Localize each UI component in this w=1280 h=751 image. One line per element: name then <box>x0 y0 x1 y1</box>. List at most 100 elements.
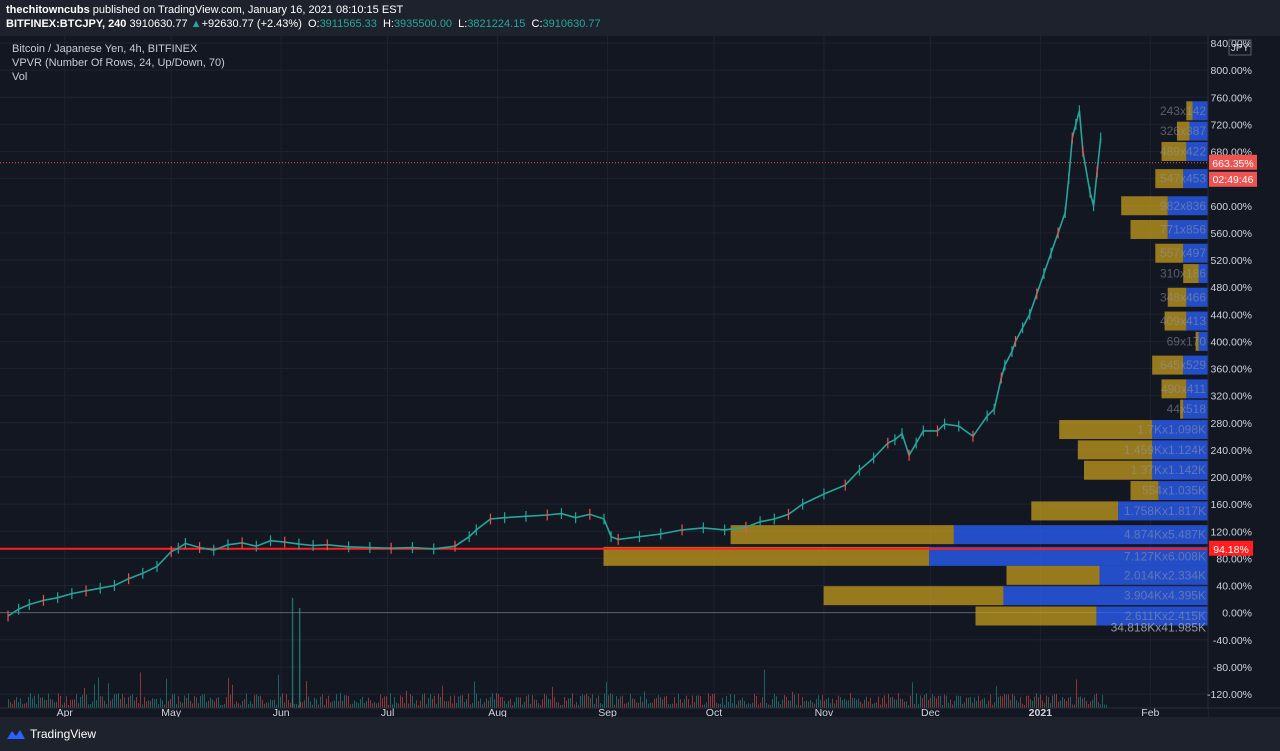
volume-bar <box>1002 696 1003 708</box>
volume-bar <box>288 700 289 708</box>
volume-profile-up-bar <box>1003 586 1208 606</box>
volume-bar <box>1014 695 1015 708</box>
volume-bar <box>470 704 471 708</box>
chart-area[interactable]: 243x142 326x387 489x422 547x453 982x836 771x8… <box>0 36 1280 719</box>
legend-indicator[interactable]: VPVR (Number Of Rows, 24, Up/Down, 70) <box>12 57 225 69</box>
volume-bar <box>402 696 403 708</box>
volume-bar <box>108 683 109 708</box>
volume-bar <box>446 701 447 708</box>
countdown-label: 02:49:46 <box>1213 174 1254 186</box>
volume-bar <box>14 700 15 708</box>
volume-profile-label: 2.014Kx2.334K <box>1124 568 1206 582</box>
volume-bar <box>200 695 201 708</box>
volume-bar <box>578 704 579 708</box>
volume-bar <box>178 696 179 708</box>
volume-bar <box>820 699 821 708</box>
volume-bar <box>442 685 443 708</box>
volume-bar <box>898 693 899 708</box>
volume-bar <box>756 696 757 708</box>
volume-bar <box>112 698 113 708</box>
volume-bar <box>212 699 213 708</box>
current-price-badge <box>1209 154 1257 170</box>
volume-bar <box>154 699 155 708</box>
volume-bar <box>148 700 149 708</box>
volume-bar <box>220 704 221 708</box>
volume-bar <box>494 699 495 708</box>
tradingview-logo-icon <box>7 730 25 739</box>
volume-bar <box>420 700 421 708</box>
y-axis-tick-label: 280.00% <box>1211 418 1252 430</box>
volume-bar <box>310 701 311 708</box>
volume-bar <box>720 703 721 708</box>
volume-profile-down-bar <box>1059 420 1153 440</box>
volume-bar <box>150 700 151 708</box>
tradingview-brand[interactable]: TradingView <box>6 727 96 741</box>
volume-bar <box>1102 694 1103 708</box>
volume-bar <box>190 700 191 708</box>
volume-bar <box>488 700 489 708</box>
volume-profile-label: 243x142 <box>1160 104 1206 118</box>
author-name[interactable]: thechitowncubs <box>6 4 90 16</box>
volume-bar <box>194 696 195 708</box>
volume-bar <box>344 695 345 708</box>
open-value: 3911565.33 <box>319 18 377 30</box>
volume-bar <box>122 694 123 708</box>
volume-bar <box>652 702 653 708</box>
volume-bar <box>528 694 529 708</box>
volume-bar <box>714 693 715 708</box>
volume-bar <box>296 703 297 708</box>
volume-bar <box>352 703 353 708</box>
volume-bar <box>994 702 995 708</box>
volume-bar <box>752 702 753 708</box>
volume-bar <box>530 703 531 708</box>
volume-bar <box>744 700 745 708</box>
volume-bar <box>870 697 871 708</box>
volume-profile-down-bar <box>1167 287 1187 307</box>
volume-bar <box>938 695 939 708</box>
volume-bar <box>582 694 583 708</box>
volume-bar <box>808 701 809 708</box>
currency-box <box>1228 39 1252 56</box>
volume-bar <box>876 702 877 708</box>
volume-bar <box>842 699 843 708</box>
volume-bar <box>700 696 701 708</box>
volume-bar <box>894 699 895 708</box>
volume-bar <box>184 695 185 708</box>
volume-bar <box>686 695 687 708</box>
volume-bar <box>594 703 595 708</box>
volume-bar <box>1106 704 1107 708</box>
volume-bar <box>162 700 163 708</box>
volume-bar <box>208 700 209 708</box>
volume-bar <box>944 694 945 708</box>
volume-bar <box>58 693 59 708</box>
volume-bar <box>682 702 683 708</box>
y-axis-tick-label: 40.00% <box>1216 581 1252 593</box>
volume-bar <box>386 696 387 708</box>
volume-profile-label: 1.459Kx1.124K <box>1124 443 1206 457</box>
volume-bar <box>428 698 429 708</box>
volume-bar <box>418 704 419 708</box>
volume-bar <box>144 697 145 708</box>
volume-bar <box>120 699 121 708</box>
volume-bar <box>554 697 555 708</box>
legend-title[interactable]: Bitcoin / Japanese Yen, 4h, BITFINEX <box>12 43 198 55</box>
price-chart[interactable]: 243x142 326x387 489x422 547x453 982x836 771x8… <box>0 36 1280 719</box>
volume-bar <box>786 696 787 708</box>
volume-bar <box>1004 693 1005 708</box>
volume-bar <box>186 697 187 708</box>
volume-profile-label: 547x453 <box>1160 172 1206 186</box>
volume-bar <box>710 696 711 708</box>
volume-bar <box>540 704 541 708</box>
volume-bar <box>482 704 483 708</box>
volume-bar <box>544 693 545 708</box>
volume-bar <box>92 701 93 708</box>
volume-bar <box>1072 704 1073 708</box>
volume-bar <box>940 695 941 708</box>
volume-bar <box>234 704 235 708</box>
volume-bar <box>988 700 989 708</box>
volume-bar <box>64 702 65 708</box>
volume-profile-up-bar <box>1158 481 1208 501</box>
volume-bar <box>370 700 371 708</box>
volume-bar <box>374 702 375 708</box>
legend-volume[interactable]: Vol <box>12 71 28 83</box>
